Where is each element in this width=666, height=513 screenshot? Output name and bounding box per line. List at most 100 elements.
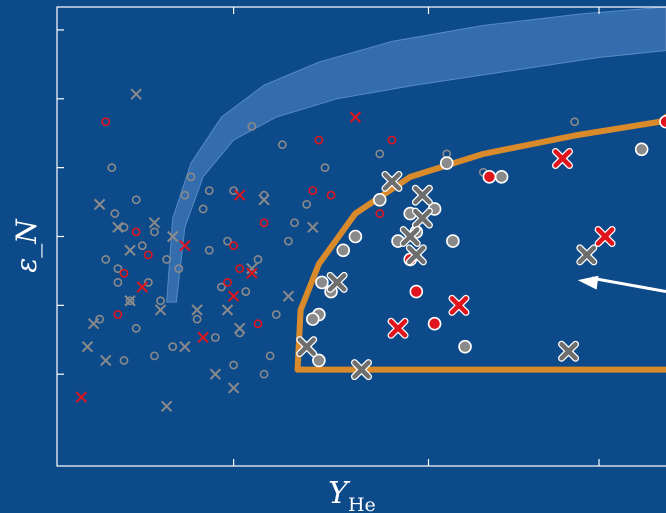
large-x-grey-5 (326, 271, 348, 293)
small-open-circle-grey-20 (210, 333, 220, 342)
small-x-grey-10 (282, 290, 295, 302)
region-layer (294, 113, 666, 373)
axes-layer (56, 6, 666, 467)
small-open-circle-grey-15 (180, 190, 190, 200)
small-x-red-1 (233, 189, 246, 201)
small-open-circle-grey-16 (186, 172, 196, 182)
small-open-circle-grey-13 (168, 342, 178, 352)
large-x-red-3 (387, 317, 409, 339)
small-open-circle-grey-14 (174, 264, 184, 274)
large-x-grey-0 (411, 207, 433, 229)
small-open-circle-grey-5 (119, 222, 129, 232)
small-open-circle-grey-47 (229, 360, 239, 370)
large-circle-grey-15 (458, 339, 472, 354)
x-axis-label: YHe (328, 476, 376, 513)
large-circle-grey-13 (305, 312, 320, 326)
large-circle-grey-14 (312, 353, 326, 368)
small-open-circle-grey-46 (119, 356, 129, 365)
large-x-grey-6 (296, 336, 318, 358)
large-circle-grey-2 (439, 156, 454, 170)
small-open-circle-red-6 (235, 264, 245, 274)
small-open-circle-red-11 (387, 135, 397, 145)
small-open-circle-grey-31 (277, 140, 287, 150)
small-open-circle-grey-39 (320, 163, 330, 173)
small-x-grey-9 (258, 194, 270, 206)
large-circle-red-3 (409, 284, 424, 299)
small-x-grey-1 (93, 198, 106, 211)
small-open-circle-grey-30 (271, 310, 281, 319)
large-circle-grey-11 (315, 275, 329, 290)
small-open-circle-grey-19 (204, 245, 214, 255)
small-x-grey-5 (154, 304, 167, 316)
large-circle-grey-3 (372, 192, 387, 207)
small-x-grey-11 (227, 382, 240, 394)
large-x-grey-core (559, 342, 578, 361)
small-open-circle-red-1 (119, 268, 129, 278)
small-open-circle-red-4 (223, 277, 232, 287)
large-x-grey-core (400, 227, 420, 246)
small-open-circle-red-9 (308, 186, 318, 195)
small-x-grey-14 (167, 230, 179, 243)
small-open-circle-grey-23 (229, 186, 239, 195)
small-x-grey-17 (160, 400, 173, 413)
small-open-circle-grey-2 (110, 209, 120, 218)
small-open-circle-red-13 (326, 190, 336, 200)
small-open-circle-grey-34 (131, 323, 141, 333)
small-x-grey-21 (209, 368, 222, 380)
large-x-grey-4 (381, 170, 403, 192)
small-open-circle-grey-9 (143, 277, 153, 287)
small-x-red-0 (349, 111, 362, 123)
small-open-circle-grey-6 (125, 296, 135, 306)
small-x-grey-15 (191, 304, 203, 316)
small-open-circle-grey-21 (217, 282, 226, 292)
small-x-grey-18 (87, 318, 100, 330)
large-x-grey-8 (558, 340, 580, 362)
large-x-grey-core (297, 337, 316, 356)
small-open-circle-grey-3 (113, 264, 123, 274)
small-open-circle-red-3 (143, 250, 153, 260)
small-open-circle-grey-4 (113, 277, 123, 287)
large-x-grey-9 (576, 244, 598, 266)
small-open-circle-grey-38 (302, 199, 312, 209)
gas-band (166, 6, 666, 303)
small-open-circle-grey-18 (198, 204, 208, 214)
small-x-grey-13 (124, 295, 136, 307)
small-open-circle-grey-33 (290, 218, 299, 228)
large-x-grey-3 (411, 184, 433, 206)
small-open-circle-grey-17 (192, 314, 202, 324)
small-open-circle-grey-35 (150, 351, 159, 361)
small-open-circle-red-5 (229, 241, 239, 251)
small-x-grey-0 (130, 88, 142, 100)
small-x-grey-3 (124, 244, 136, 256)
large-circle-grey-9 (336, 243, 351, 258)
small-x-grey-2 (112, 221, 124, 234)
large-x-grey-core (382, 172, 402, 191)
small-x-grey-8 (246, 262, 258, 275)
small-open-circle-red-2 (131, 227, 141, 237)
small-open-circle-red-10 (314, 135, 324, 145)
small-open-circle-grey-32 (284, 236, 293, 246)
large-circle-red-0 (482, 170, 497, 184)
small-open-circle-grey-25 (241, 287, 251, 296)
small-open-circle-grey-10 (150, 227, 159, 237)
arrow-layer (577, 275, 666, 294)
small-open-circle-grey-36 (204, 186, 214, 195)
large-x-red-core (553, 149, 572, 168)
large-x-red-1 (594, 226, 616, 247)
large-x-grey-1 (399, 226, 421, 247)
small-x-grey-7 (221, 304, 234, 316)
x-axis-label-subscript: He (348, 494, 376, 513)
small-open-circle-grey-45 (95, 314, 105, 324)
small-x-red-2 (179, 239, 191, 252)
large-circle-grey-0 (634, 142, 649, 157)
x-axis-label-main: Y (328, 476, 351, 511)
large-x-grey-core (413, 208, 432, 228)
small-open-circle-grey-12 (162, 255, 172, 264)
small-x-red-4 (227, 290, 240, 302)
small-x-red-7 (75, 391, 88, 403)
large-circle-red-4 (427, 316, 442, 331)
small-x-red-3 (136, 281, 148, 293)
small-open-circle-grey-37 (259, 369, 269, 379)
small-x-grey-20 (307, 221, 319, 234)
